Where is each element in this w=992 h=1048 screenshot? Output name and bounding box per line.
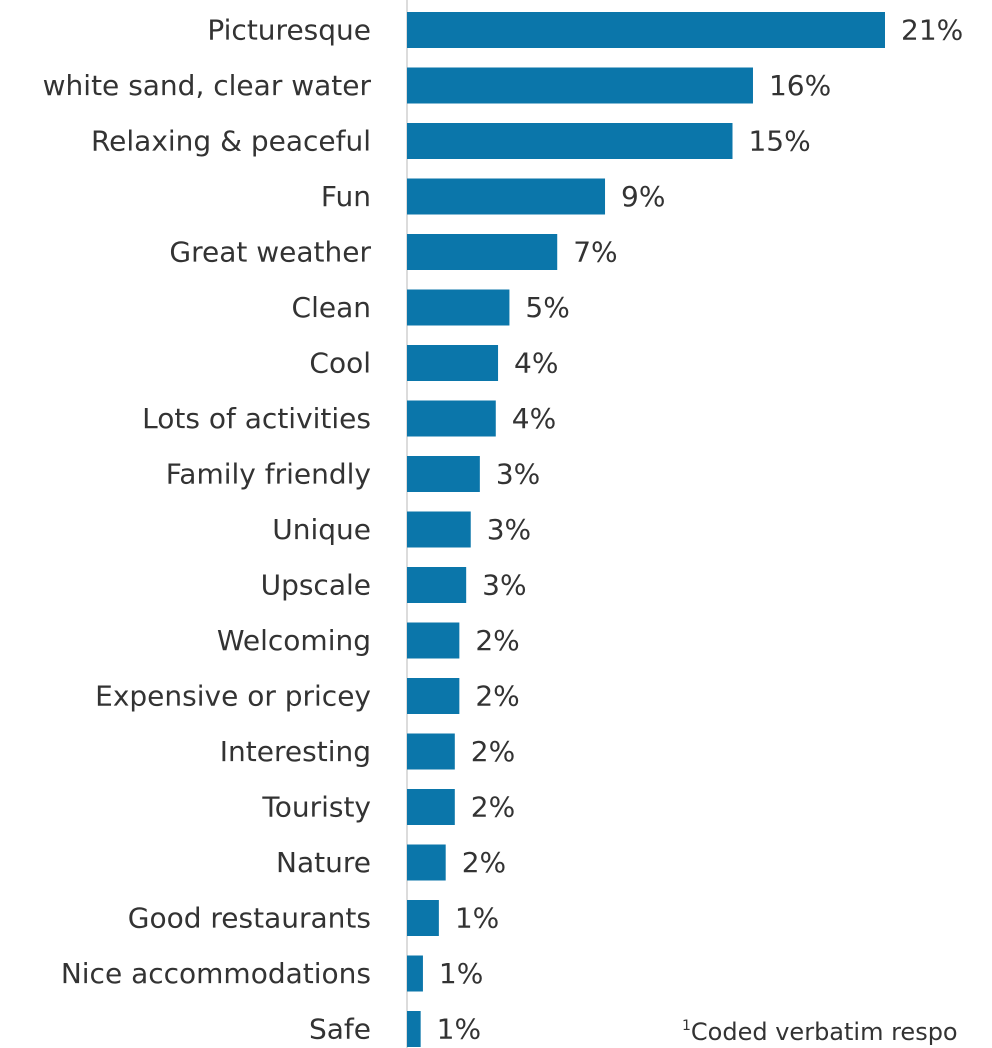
bar — [407, 123, 733, 159]
category-label: Nice accommodations — [61, 957, 371, 990]
bar-row: white sand, clear water 16% — [43, 67, 831, 104]
bar-row: Touristy 2% — [261, 789, 515, 825]
bar-row: Fun 9% — [321, 178, 665, 215]
category-label: Cool — [309, 347, 371, 380]
bar-row: Upscale 3% — [261, 567, 527, 603]
category-label: Safe — [309, 1013, 371, 1046]
bar — [407, 289, 510, 326]
value-label: 2% — [475, 680, 519, 713]
category-label: Picturesque — [207, 14, 371, 47]
value-label: 15% — [748, 125, 810, 158]
bar-row: Family friendly 3% — [166, 456, 540, 492]
bar-row: Clean 5% — [292, 289, 570, 326]
category-label: Relaxing & peaceful — [91, 125, 371, 158]
bar — [407, 789, 455, 825]
footnote-text: Coded verbatim respo — [690, 1018, 958, 1046]
bar — [407, 622, 460, 659]
category-label: Family friendly — [166, 458, 371, 491]
value-label: 4% — [514, 347, 558, 380]
bar-row: Cool 4% — [309, 345, 558, 381]
value-label: 21% — [901, 14, 963, 47]
category-label: white sand, clear water — [43, 69, 372, 102]
bar — [407, 678, 460, 714]
category-label: Unique — [272, 513, 371, 546]
value-label: 2% — [462, 846, 506, 879]
bar-row: Nature 2% — [276, 844, 506, 881]
value-label: 5% — [525, 291, 569, 324]
bar — [407, 400, 496, 437]
bar-row: Unique 3% — [272, 511, 531, 548]
value-label: 1% — [439, 957, 483, 990]
bar-row: Picturesque 21% — [207, 12, 963, 48]
bar — [407, 511, 471, 548]
value-label: 2% — [475, 624, 519, 657]
category-label: Fun — [321, 180, 371, 213]
bar — [407, 456, 480, 492]
category-label: Upscale — [261, 569, 371, 602]
bar-row: Relaxing & peaceful 15% — [91, 123, 811, 159]
category-label: Touristy — [261, 791, 371, 824]
value-label: 1% — [455, 902, 499, 935]
bar — [407, 900, 439, 936]
value-label: 3% — [487, 513, 531, 546]
bar — [407, 567, 467, 603]
value-label: 1% — [437, 1013, 481, 1046]
bar — [407, 234, 558, 270]
bar — [407, 178, 606, 215]
value-label: 2% — [471, 735, 515, 768]
value-label: 7% — [573, 236, 617, 269]
category-label: Lots of activities — [142, 402, 371, 435]
category-label: Good restaurants — [128, 902, 371, 935]
bar — [407, 1011, 421, 1047]
value-label: 16% — [769, 69, 831, 102]
value-label: 3% — [496, 458, 540, 491]
footnote-marker: 1 — [682, 1018, 691, 1034]
bar — [407, 955, 423, 992]
bar-row: Lots of activities 4% — [142, 400, 556, 437]
value-label: 3% — [482, 569, 526, 602]
bar-row: Safe 1% — [309, 1011, 481, 1047]
bar-row: Nice accommodations 1% — [61, 955, 483, 992]
category-label: Clean — [292, 291, 371, 324]
category-label: Interesting — [220, 735, 371, 768]
category-label: Expensive or pricey — [95, 680, 371, 713]
bar — [407, 345, 499, 381]
bar — [407, 844, 446, 881]
footnote: 1Coded verbatim respo — [682, 1018, 958, 1046]
category-label: Welcoming — [217, 624, 371, 657]
value-label: 4% — [512, 402, 556, 435]
bar-row: Great weather 7% — [169, 234, 618, 270]
bar-row: Interesting 2% — [220, 733, 515, 770]
value-label: 9% — [621, 180, 665, 213]
bar-row: Expensive or pricey 2% — [95, 678, 520, 714]
bar-row: Welcoming 2% — [217, 622, 520, 659]
bar-row: Good restaurants 1% — [128, 900, 499, 936]
bar — [407, 67, 753, 104]
category-label: Great weather — [169, 236, 371, 269]
value-label: 2% — [471, 791, 515, 824]
category-label: Nature — [276, 846, 371, 879]
bar — [407, 12, 885, 48]
bar — [407, 733, 455, 770]
